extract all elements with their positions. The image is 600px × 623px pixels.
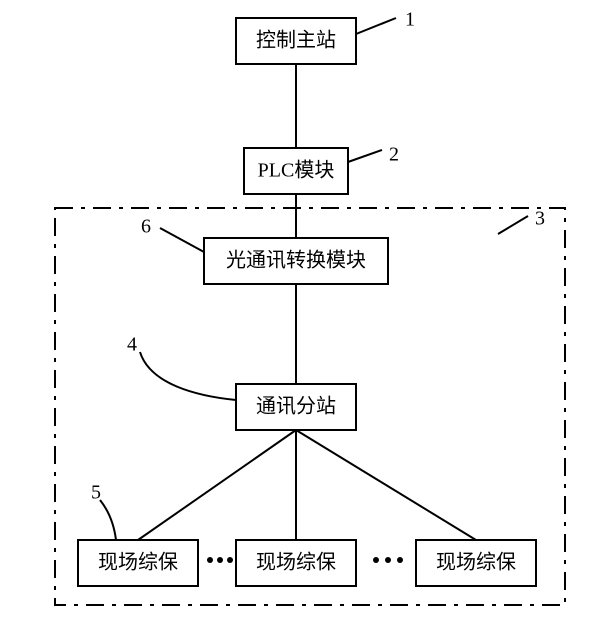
ellipsis-dot (207, 557, 213, 563)
edge (296, 430, 476, 540)
callout-num-c5: 5 (91, 482, 101, 504)
ellipsis-dot (227, 557, 233, 563)
nodes-group: 控制主站 PLC模块光通讯转换模块通讯分站现场综保 现场综保 现场综保 (78, 18, 536, 586)
edge (138, 430, 296, 540)
node-label: 控制主站 (256, 29, 336, 52)
callout-num-c4: 4 (127, 334, 137, 356)
ellipsis-dot (373, 557, 379, 563)
node-label: 通讯分站 (256, 395, 336, 418)
node-label: 光通讯转换模块 (226, 249, 366, 272)
callout-num-c6: 6 (141, 216, 151, 238)
diagram-root: 控制主站 PLC模块光通讯转换模块通讯分站现场综保 现场综保 现场综保 1 2 6 3 4 5 (0, 0, 600, 623)
callout-lead-c5 (100, 500, 116, 540)
node-label: 现场综保 (436, 551, 516, 574)
callout-num-c1: 1 (405, 9, 415, 31)
node-n1: 控制主站 (236, 18, 356, 64)
callout-lead-c2 (348, 150, 382, 162)
node-n6: 光通讯转换模块 (204, 238, 388, 284)
node-label: 现场综保 (256, 551, 336, 574)
node-n4: 通讯分站 (236, 384, 356, 430)
callout-lead-c1 (356, 18, 396, 34)
ellipsis-dot (385, 557, 391, 563)
ellipsis-dot (217, 557, 223, 563)
ellipsis-dot (397, 557, 403, 563)
callout-lead-c3 (498, 216, 528, 234)
callout-num-c3: 3 (535, 208, 545, 230)
node-f1: 现场综保 (78, 540, 198, 586)
callout-lead-c6 (160, 228, 204, 252)
node-n2: PLC模块 (244, 148, 348, 194)
node-f2: 现场综保 (236, 540, 356, 586)
edges-group (138, 64, 476, 540)
callout-num-c2: 2 (389, 144, 399, 166)
node-f3: 现场综保 (416, 540, 536, 586)
node-label: PLC模块 (258, 159, 335, 182)
node-label: 现场综保 (98, 551, 178, 574)
callout-lead-c4 (140, 352, 236, 400)
